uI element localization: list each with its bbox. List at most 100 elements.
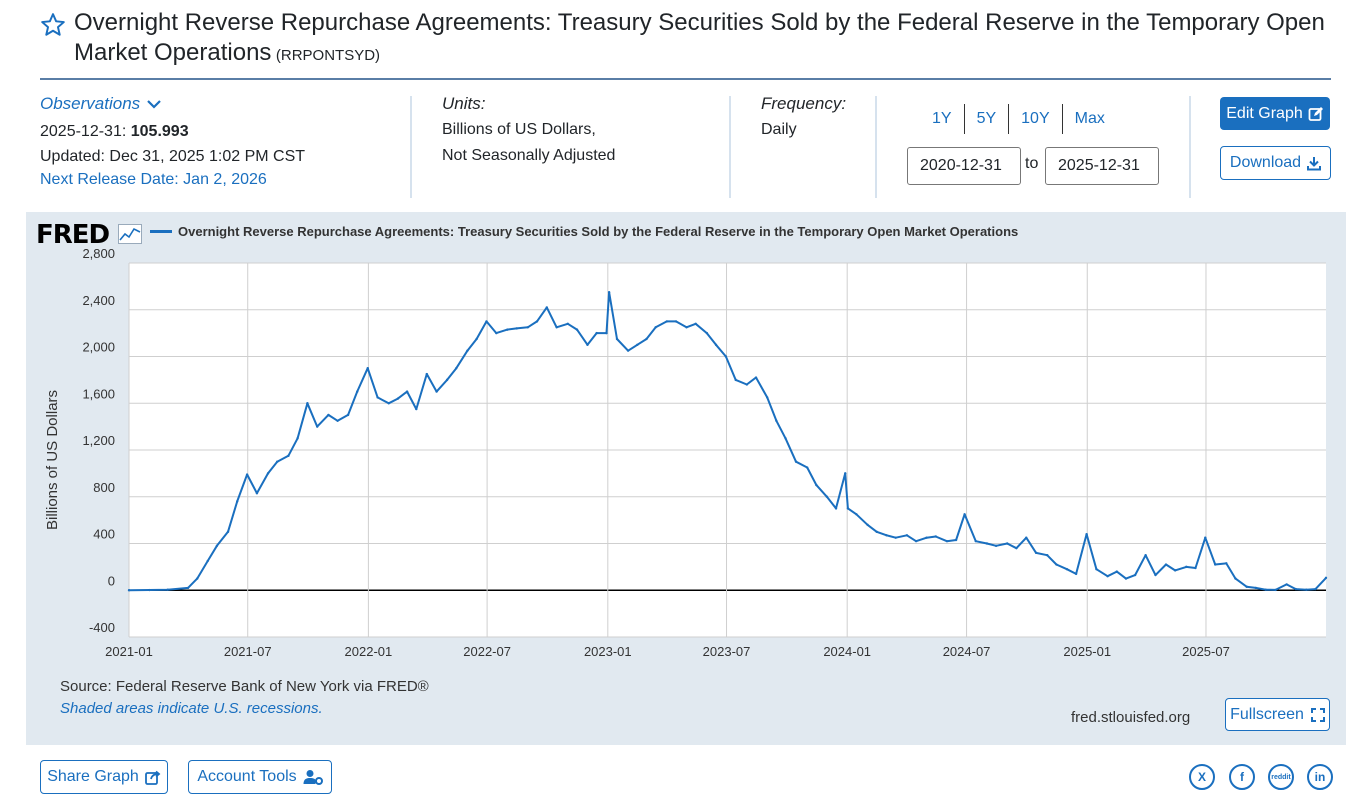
data-point[interactable]: [266, 472, 270, 475]
data-point[interactable]: [954, 538, 958, 542]
data-point[interactable]: [236, 500, 239, 503]
data-point[interactable]: [148, 588, 151, 592]
data-point[interactable]: [905, 534, 909, 537]
star-icon[interactable]: [40, 12, 66, 38]
data-point[interactable]: [1025, 536, 1028, 539]
data-point[interactable]: [1015, 546, 1018, 550]
data-point[interactable]: [1006, 542, 1009, 545]
data-point[interactable]: [346, 413, 350, 417]
data-point[interactable]: [1095, 568, 1098, 571]
data-point[interactable]: [1106, 575, 1109, 578]
data-point[interactable]: [834, 507, 838, 510]
data-point[interactable]: [445, 378, 449, 382]
data-point[interactable]: [1213, 563, 1217, 566]
data-point[interactable]: [545, 306, 549, 309]
data-point[interactable]: [784, 437, 787, 440]
data-point[interactable]: [875, 530, 878, 534]
data-point[interactable]: [455, 366, 458, 370]
data-point[interactable]: [1194, 566, 1197, 570]
data-point[interactable]: [605, 331, 608, 335]
data-point[interactable]: [555, 326, 558, 329]
next-release-link[interactable]: Next Release Date: Jan 2, 2026: [40, 171, 267, 188]
data-point[interactable]: [356, 390, 359, 393]
data-point[interactable]: [475, 337, 478, 341]
data-point[interactable]: [914, 539, 918, 543]
data-point[interactable]: [435, 390, 438, 393]
data-point[interactable]: [1055, 563, 1058, 566]
data-point[interactable]: [1225, 562, 1228, 565]
data-point[interactable]: [825, 495, 829, 498]
data-point[interactable]: [1204, 536, 1207, 539]
data-point[interactable]: [396, 397, 400, 400]
data-point[interactable]: [506, 328, 509, 331]
data-point[interactable]: [387, 402, 390, 405]
data-point[interactable]: [1254, 586, 1258, 590]
data-point[interactable]: [495, 331, 498, 335]
data-point[interactable]: [775, 419, 778, 422]
data-point[interactable]: [1046, 553, 1049, 557]
data-point[interactable]: [745, 383, 749, 386]
data-point[interactable]: [607, 291, 611, 294]
data-point[interactable]: [336, 419, 339, 422]
data-point[interactable]: [296, 437, 299, 440]
data-point[interactable]: [714, 343, 718, 347]
data-point[interactable]: [215, 544, 219, 548]
data-point[interactable]: [1144, 553, 1147, 557]
data-point[interactable]: [885, 534, 888, 537]
end-date-input[interactable]: 2025-12-31: [1045, 147, 1159, 185]
data-point[interactable]: [855, 513, 858, 516]
data-point[interactable]: [425, 372, 428, 376]
range-1y-button[interactable]: 1Y: [920, 104, 965, 134]
data-point[interactable]: [985, 542, 989, 545]
data-point[interactable]: [566, 322, 569, 325]
data-point[interactable]: [734, 378, 737, 382]
data-point[interactable]: [316, 425, 319, 428]
data-point[interactable]: [1085, 532, 1088, 536]
data-point[interactable]: [674, 320, 678, 323]
data-point[interactable]: [1034, 551, 1038, 555]
data-point[interactable]: [186, 586, 190, 590]
data-point[interactable]: [615, 337, 619, 341]
data-point[interactable]: [405, 390, 409, 393]
data-point[interactable]: [306, 402, 309, 405]
data-point[interactable]: [376, 396, 379, 399]
data-point[interactable]: [1154, 573, 1157, 577]
data-point[interactable]: [1264, 588, 1267, 591]
data-point[interactable]: [515, 327, 518, 330]
data-point[interactable]: [485, 320, 488, 323]
data-point[interactable]: [805, 466, 809, 469]
data-point[interactable]: [685, 326, 688, 329]
data-point[interactable]: [1234, 577, 1237, 580]
data-point[interactable]: [1185, 565, 1188, 569]
data-point[interactable]: [466, 349, 469, 352]
data-point[interactable]: [654, 326, 657, 329]
series-line[interactable]: [128, 291, 1327, 592]
range-10y-button[interactable]: 10Y: [1009, 104, 1063, 134]
fullscreen-button[interactable]: Fullscreen: [1225, 698, 1330, 731]
data-point[interactable]: [366, 366, 369, 370]
data-point[interactable]: [526, 326, 529, 329]
data-point[interactable]: [794, 460, 798, 463]
data-point[interactable]: [586, 343, 589, 347]
data-point[interactable]: [255, 492, 259, 495]
data-point[interactable]: [754, 376, 758, 379]
data-point[interactable]: [1294, 587, 1298, 591]
data-point[interactable]: [665, 320, 669, 323]
account-tools-button[interactable]: Account Tools: [188, 760, 332, 794]
linkedin-icon[interactable]: in: [1307, 764, 1333, 790]
data-point[interactable]: [815, 483, 818, 487]
data-point[interactable]: [963, 513, 966, 516]
data-point[interactable]: [1133, 573, 1137, 577]
data-point[interactable]: [974, 539, 977, 543]
data-point[interactable]: [327, 413, 330, 417]
edit-graph-button[interactable]: Edit Graph: [1220, 97, 1330, 130]
data-point[interactable]: [846, 507, 850, 510]
data-point[interactable]: [575, 328, 579, 331]
data-point[interactable]: [1305, 588, 1308, 591]
start-date-input[interactable]: 2020-12-31: [907, 147, 1021, 185]
data-point[interactable]: [1124, 577, 1128, 580]
data-point[interactable]: [287, 454, 290, 458]
data-point[interactable]: [765, 396, 769, 399]
reddit-icon[interactable]: reddit: [1268, 764, 1294, 790]
range-max-button[interactable]: Max: [1074, 110, 1105, 127]
